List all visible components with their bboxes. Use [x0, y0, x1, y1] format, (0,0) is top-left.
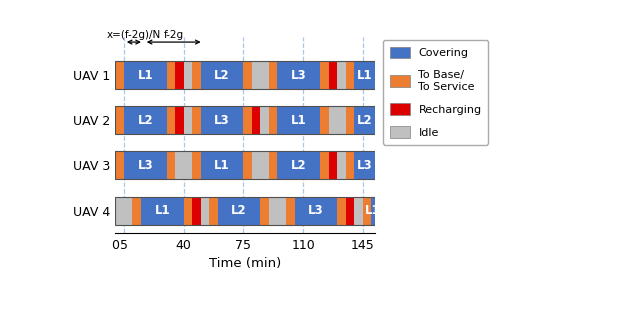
Bar — [286, 197, 294, 224]
Text: x=(f-2g)/N: x=(f-2g)/N — [107, 30, 161, 40]
Text: L2: L2 — [138, 114, 153, 127]
Bar — [115, 151, 124, 179]
X-axis label: Time (min): Time (min) — [209, 257, 281, 270]
Bar — [337, 61, 346, 89]
Bar — [329, 61, 337, 89]
Bar — [115, 197, 132, 224]
Bar — [294, 197, 337, 224]
Text: L2: L2 — [231, 204, 247, 217]
Bar — [201, 151, 243, 179]
Text: L1: L1 — [214, 159, 230, 172]
Text: L2: L2 — [356, 114, 372, 127]
Text: L1: L1 — [138, 69, 153, 82]
Bar — [371, 197, 375, 224]
Bar — [320, 106, 329, 134]
Bar — [201, 61, 243, 89]
Bar — [115, 197, 375, 224]
Text: L1: L1 — [154, 204, 170, 217]
Bar — [141, 197, 184, 224]
Bar — [346, 151, 355, 179]
Bar — [269, 106, 278, 134]
Bar — [252, 151, 269, 179]
Bar — [243, 106, 252, 134]
Bar — [278, 106, 320, 134]
Bar — [278, 61, 320, 89]
Bar — [209, 197, 218, 224]
Bar — [243, 61, 252, 89]
Bar — [192, 61, 201, 89]
Bar — [355, 106, 375, 134]
Bar — [346, 106, 355, 134]
Bar — [115, 151, 375, 179]
Text: L3: L3 — [138, 159, 153, 172]
Bar — [260, 106, 269, 134]
Bar — [124, 151, 166, 179]
Bar — [184, 106, 192, 134]
Text: f-2g: f-2g — [164, 30, 184, 40]
Bar — [175, 61, 184, 89]
Bar — [192, 197, 201, 224]
Bar — [363, 197, 371, 224]
Text: L1: L1 — [291, 114, 307, 127]
Bar — [201, 106, 243, 134]
Bar — [320, 61, 329, 89]
Bar — [252, 106, 260, 134]
Bar — [166, 106, 175, 134]
Text: L3: L3 — [356, 159, 372, 172]
Bar — [115, 61, 124, 89]
Bar — [269, 197, 286, 224]
Legend: Covering, To Base/
To Service, Recharging, Idle: Covering, To Base/ To Service, Rechargin… — [383, 40, 488, 144]
Text: L2: L2 — [291, 159, 307, 172]
Bar — [278, 151, 320, 179]
Text: L1: L1 — [365, 204, 381, 217]
Text: L3: L3 — [214, 114, 230, 127]
Bar — [320, 151, 329, 179]
Bar — [184, 197, 192, 224]
Bar — [252, 61, 269, 89]
Bar — [355, 61, 375, 89]
Bar — [329, 151, 337, 179]
Bar — [269, 61, 278, 89]
Bar — [175, 106, 184, 134]
Bar — [124, 61, 166, 89]
Bar — [115, 106, 375, 134]
Text: L3: L3 — [308, 204, 324, 217]
Bar — [166, 151, 175, 179]
Bar — [337, 151, 346, 179]
Bar — [355, 197, 363, 224]
Bar — [184, 61, 192, 89]
Bar — [115, 61, 375, 89]
Text: L1: L1 — [356, 69, 372, 82]
Bar — [175, 151, 192, 179]
Bar — [243, 151, 252, 179]
Bar — [329, 106, 346, 134]
Bar — [355, 151, 375, 179]
Bar — [192, 106, 201, 134]
Bar — [115, 106, 124, 134]
Bar — [192, 151, 201, 179]
Text: L3: L3 — [291, 69, 307, 82]
Bar — [269, 151, 278, 179]
Bar — [201, 197, 209, 224]
Bar — [218, 197, 260, 224]
Bar — [260, 197, 269, 224]
Bar — [166, 61, 175, 89]
Text: L2: L2 — [214, 69, 230, 82]
Bar — [346, 197, 355, 224]
Bar — [337, 197, 346, 224]
Bar — [346, 61, 355, 89]
Bar — [124, 106, 166, 134]
Bar — [132, 197, 141, 224]
